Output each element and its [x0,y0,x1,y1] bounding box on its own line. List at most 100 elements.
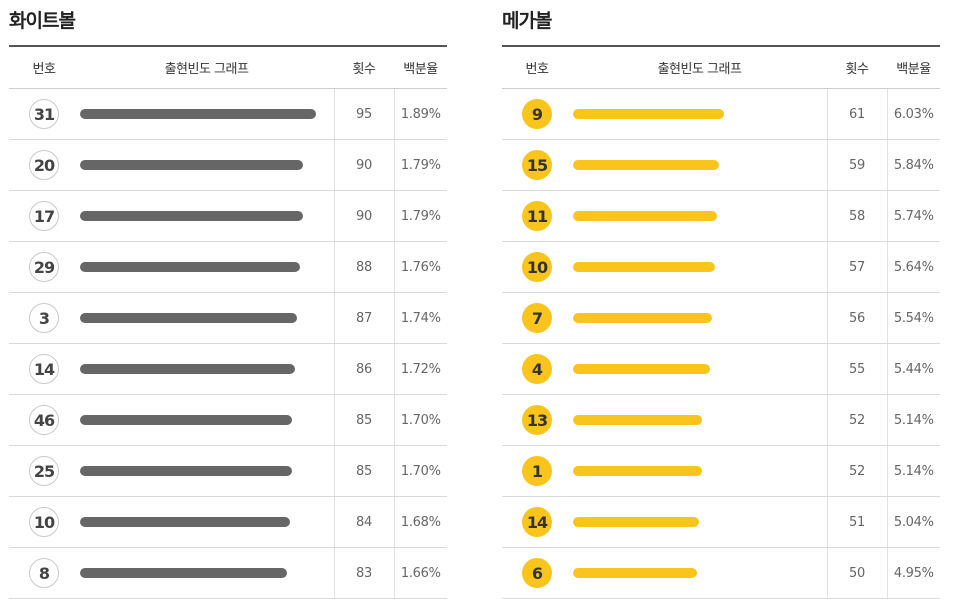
frequency-bar-track [573,313,809,323]
frequency-bar-track [80,109,316,119]
graph-cell [79,190,334,242]
frequency-bar-track [573,364,809,374]
white-ball-table: 번호 출현빈도 그래프 횟수 백분율 31 95 1.89% 20 90 1.79% 17 9… [9,45,447,599]
ball-number: 20 [29,150,59,180]
frequency-bar-track [573,466,809,476]
frequency-bar-track [573,568,809,578]
ball-number: 17 [29,201,59,231]
ball-number: 14 [522,507,552,537]
ball-number: 8 [29,558,59,588]
graph-cell [79,292,334,344]
count-cell: 57 [826,241,888,293]
count-cell: 85 [333,445,395,497]
table-row: 7 56 5.54% [502,292,940,344]
table-row: 29 88 1.76% [9,241,447,293]
number-cell: 25 [9,445,79,497]
graph-cell [572,241,827,293]
ball-number: 3 [29,303,59,333]
count-cell: 88 [333,241,395,293]
graph-cell [79,241,334,293]
mega-ball-rows: 9 61 6.03% 15 59 5.84% 11 58 5.74% 10 57 5.64% 7 56 5.… [502,88,940,599]
frequency-bar [80,262,300,272]
graph-cell [79,547,334,599]
number-cell: 17 [9,190,79,242]
table-row: 4 55 5.44% [502,343,940,395]
number-cell: 14 [502,496,572,548]
percent-cell: 4.95% [887,547,940,599]
ball-number: 10 [29,507,59,537]
percent-cell: 1.70% [394,394,447,446]
header-graph: 출현빈도 그래프 [79,46,334,89]
graph-cell [79,139,334,191]
percent-cell: 5.74% [887,190,940,242]
graph-cell [572,496,827,548]
percent-cell: 1.74% [394,292,447,344]
percent-cell: 1.89% [394,88,447,140]
ball-number: 25 [29,456,59,486]
frequency-bar-track [80,466,316,476]
count-cell: 87 [333,292,395,344]
ball-number: 7 [522,303,552,333]
header-count: 횟수 [827,46,887,89]
percent-cell: 5.54% [887,292,940,344]
header-number: 번호 [502,46,572,89]
table-row: 3 87 1.74% [9,292,447,344]
mega-ball-title: 메가볼 [502,10,552,32]
table-row: 10 84 1.68% [9,496,447,548]
number-cell: 8 [9,547,79,599]
count-cell: 90 [333,139,395,191]
ball-number: 14 [29,354,59,384]
percent-cell: 1.79% [394,190,447,242]
table-row: 46 85 1.70% [9,394,447,446]
ball-number: 31 [29,99,59,129]
graph-cell [572,343,827,395]
number-cell: 3 [9,292,79,344]
count-cell: 86 [333,343,395,395]
count-cell: 90 [333,190,395,242]
graph-cell [572,445,827,497]
percent-cell: 1.66% [394,547,447,599]
frequency-bar [573,313,713,323]
number-cell: 14 [9,343,79,395]
frequency-bar-track [80,568,316,578]
white-ball-title: 화이트볼 [9,10,76,32]
header-count: 횟수 [334,46,394,89]
frequency-bar [573,109,725,119]
frequency-bar [80,211,304,221]
frequency-bar-track [80,517,316,527]
percent-cell: 1.76% [394,241,447,293]
number-cell: 15 [502,139,572,191]
count-cell: 51 [826,496,888,548]
number-cell: 13 [502,394,572,446]
frequency-bar [573,211,717,221]
number-cell: 6 [502,547,572,599]
header-graph: 출현빈도 그래프 [572,46,827,89]
percent-cell: 5.04% [887,496,940,548]
frequency-bar-track [573,415,809,425]
graph-cell [572,88,827,140]
white-ball-rows: 31 95 1.89% 20 90 1.79% 17 90 1.79% 29 88 1.76% 3 87 1… [9,88,447,599]
frequency-bar-track [573,160,809,170]
count-cell: 52 [826,394,888,446]
frequency-bar [80,466,293,476]
table-row: 8 83 1.66% [9,547,447,599]
frequency-bar [80,364,295,374]
graph-cell [572,139,827,191]
frequency-bar [573,517,700,527]
percent-cell: 5.14% [887,445,940,497]
frequency-bar [573,568,697,578]
ball-number: 29 [29,252,59,282]
ball-number: 15 [522,150,552,180]
table-row: 25 85 1.70% [9,445,447,497]
graph-cell [79,445,334,497]
count-cell: 58 [826,190,888,242]
mega-ball-table: 번호 출현빈도 그래프 횟수 백분율 9 61 6.03% 15 59 5.84% 11 58… [502,45,940,599]
table-row: 20 90 1.79% [9,139,447,191]
number-cell: 10 [9,496,79,548]
table-row: 13 52 5.14% [502,394,940,446]
graph-cell [572,292,827,344]
count-cell: 52 [826,445,888,497]
header-percent: 백분율 [394,46,447,89]
ball-number: 9 [522,99,552,129]
graph-cell [79,394,334,446]
